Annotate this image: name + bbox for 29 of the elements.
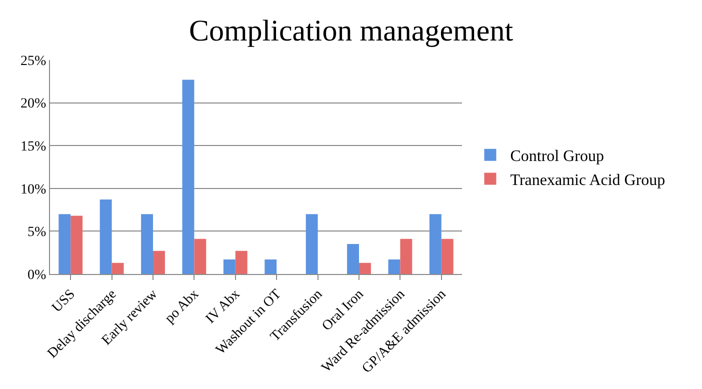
- legend-label: Tranexamic Acid Group: [510, 172, 666, 189]
- chart-title: Complication management: [188, 14, 514, 48]
- bar: [306, 214, 318, 274]
- bar: [441, 238, 454, 274]
- x-tick-label: po Abx: [162, 286, 202, 326]
- bar: [429, 214, 442, 274]
- legend-label: Control Group: [510, 148, 604, 166]
- bar: [153, 250, 165, 274]
- bar: [70, 216, 83, 274]
- bar: [347, 244, 359, 274]
- bar: [235, 250, 248, 274]
- bar: [112, 262, 124, 274]
- bar: [58, 214, 71, 274]
- bar: [388, 259, 400, 274]
- y-tick-label: 5%: [28, 225, 47, 240]
- bar: [359, 262, 371, 274]
- bar: [194, 238, 206, 274]
- y-tick-label: 0%: [28, 268, 47, 283]
- bar: [223, 259, 236, 274]
- bar: [100, 200, 112, 274]
- bar: [182, 80, 194, 274]
- y-tick-label: 20%: [20, 96, 47, 112]
- y-tick-label: 15%: [20, 140, 47, 154]
- bar: [400, 238, 412, 274]
- y-tick-label: 10%: [20, 182, 47, 198]
- bar: [264, 259, 277, 274]
- x-tick-label: USS: [50, 286, 78, 316]
- bar: [141, 214, 153, 274]
- y-tick-label: 25%: [20, 54, 47, 69]
